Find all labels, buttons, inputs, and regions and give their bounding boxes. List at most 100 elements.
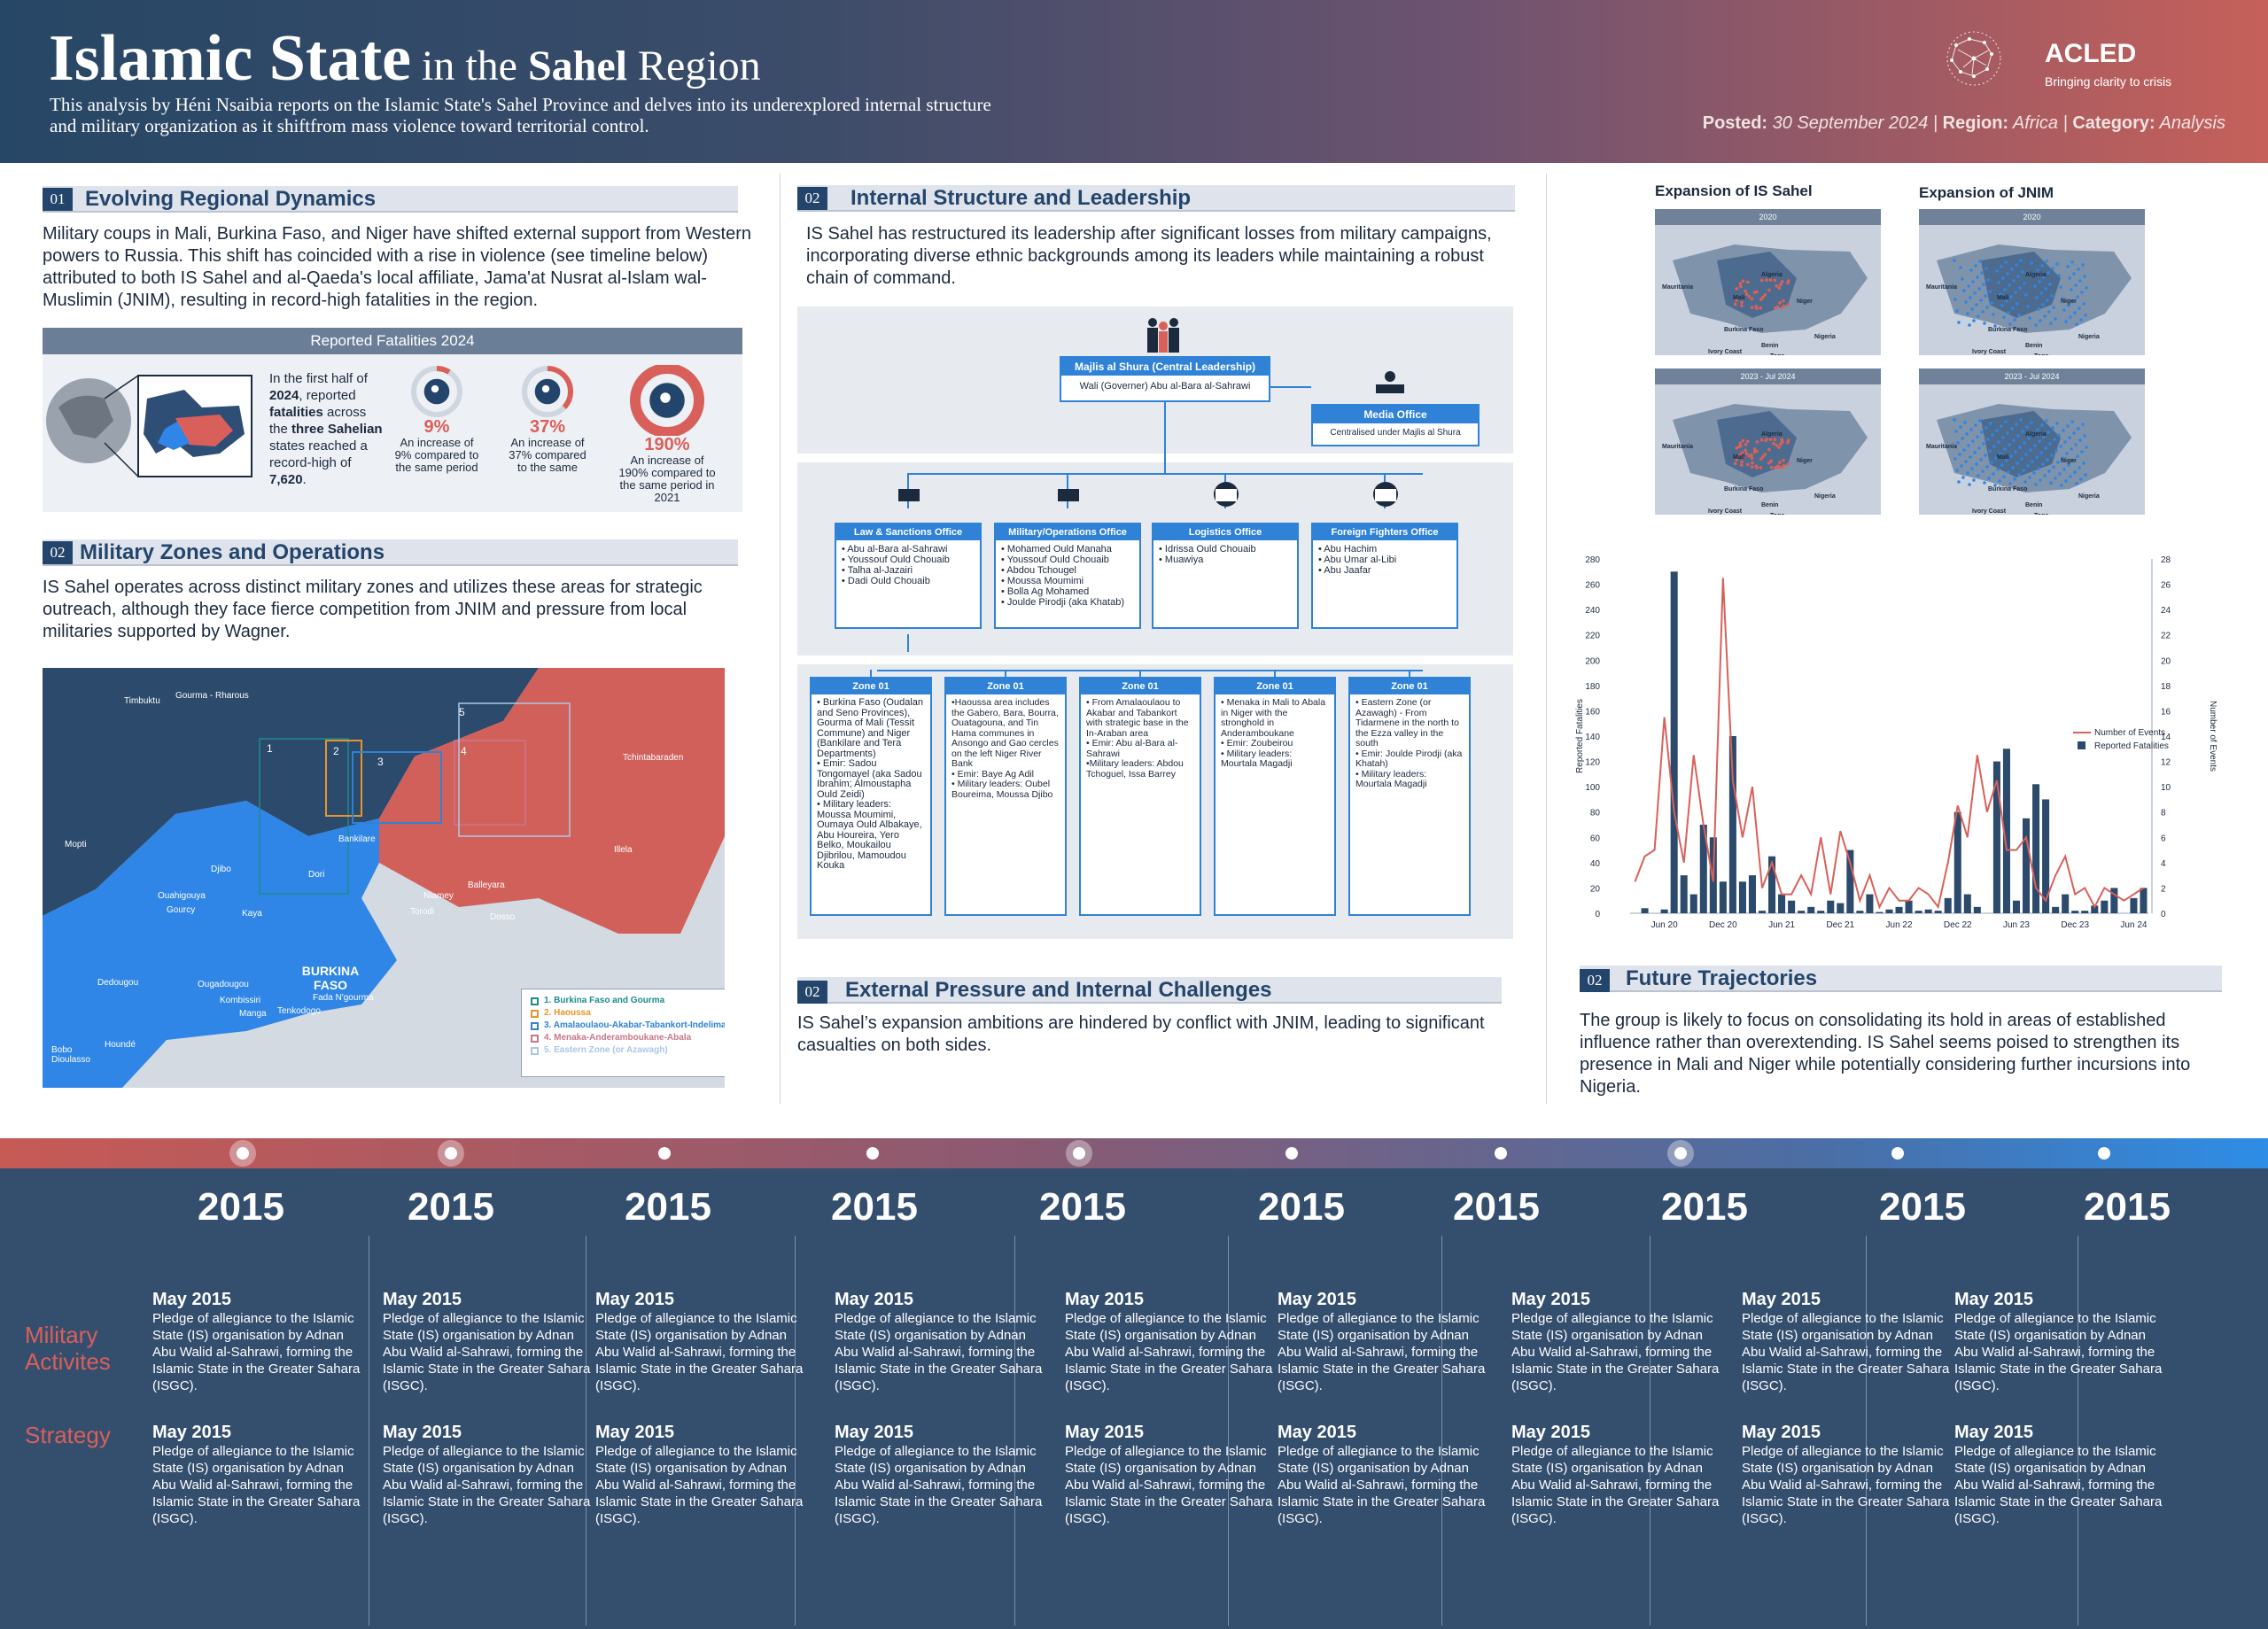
- y-axis-label: Reported Fatalities: [1575, 699, 1585, 773]
- event-text: Pledge of allegiance to the Islamic Stat…: [1278, 1311, 1486, 1393]
- timeline-year: 2015: [1258, 1185, 1345, 1229]
- timeline-dot: [1891, 1147, 1904, 1160]
- title-main: Islamic State: [49, 22, 411, 95]
- fatality-stat: 190% An increase of 190% compared to the …: [618, 363, 716, 504]
- fatality-bar: [1992, 761, 2000, 913]
- fatality-bar: [2002, 749, 2010, 913]
- stat-ring-icon: [411, 366, 462, 417]
- legend-label: 5. Eastern Zone (or Azawagh): [544, 1045, 668, 1055]
- event-text: Pledge of allegiance to the Islamic Stat…: [1065, 1444, 1273, 1526]
- map-country-label: Mauritania: [1662, 444, 1693, 450]
- zone-details: • Burkina Faso (Oudalan and Seno Provinc…: [817, 697, 924, 871]
- place-label: Timbuktu: [124, 696, 160, 706]
- section-body-regional-dynamics: Military coups in Mali, Burkina Faso, an…: [43, 224, 751, 310]
- military-zones-map: 1 2 3 4 5 Timbuktu Gourma - Rharous Mopti D…: [43, 668, 725, 1088]
- fatality-stat: 9% An increase of 9% compared to the same…: [392, 365, 481, 474]
- stat-percent: 37%: [529, 417, 566, 437]
- x-tick-label: Jun 21: [1768, 920, 1795, 930]
- office-title: Law & Sanctions Office: [836, 524, 980, 540]
- stat-text: An increase of 37% compared to the same: [509, 436, 586, 474]
- map-year: 2023 - Jul 2024: [1919, 368, 2145, 384]
- is-expansion-map: 2023 - Jul 2024 Mauritania Algeria Mali Nige…: [1655, 368, 1881, 515]
- timeline-event-strategy: May 2015 Pledge of allegiance to the Isla…: [1742, 1422, 1954, 1527]
- legend-swatch: [531, 997, 539, 1005]
- zone-title: Zone 01: [812, 679, 930, 694]
- zone-box-number: 5: [459, 706, 465, 718]
- event-text: Pledge of allegiance to the Islamic Stat…: [1742, 1444, 1950, 1526]
- row-label-military: Military Activites: [25, 1322, 111, 1375]
- zones-legend: 1. Burkina Faso and Gourma 2. Haoussa 3. A…: [521, 989, 725, 1077]
- section-header-internal-structure: 02 Internal Structure and Leadership: [797, 185, 1515, 212]
- map-country-label: Mali: [1733, 295, 1745, 301]
- timeline-dot: [1285, 1147, 1298, 1160]
- event-text: Pledge of allegiance to the Islamic Stat…: [1954, 1311, 2163, 1393]
- timeline-event-strategy: May 2015 Pledge of allegiance to the Isla…: [1511, 1422, 1724, 1527]
- event-month: May 2015: [1511, 1290, 1590, 1309]
- fatality-bar: [2110, 888, 2118, 913]
- timeline-year: 2015: [198, 1185, 284, 1229]
- stat-percent: 9%: [423, 417, 450, 437]
- place-label: Mopti: [65, 840, 87, 849]
- fatalities-events-chart: 0204060801001201401601802002202402602800…: [1568, 545, 2219, 939]
- timeline-event-strategy: May 2015 Pledge of allegiance to the Isla…: [1065, 1422, 1278, 1527]
- stat-percent: 190%: [644, 435, 690, 454]
- event-text: Pledge of allegiance to the Islamic Stat…: [1278, 1444, 1486, 1526]
- place-label: Gourcy: [167, 905, 196, 915]
- map-shape: Mauritania Algeria Mali Niger Burkina Faso Be…: [1662, 404, 1868, 515]
- truck-icon: [1214, 482, 1239, 507]
- zone-title: Zone 01: [1350, 679, 1469, 694]
- fatality-bar: [1973, 906, 1981, 913]
- zone-box-5: [458, 702, 571, 837]
- map-year: 2020: [1919, 209, 2145, 225]
- timeline-dot: [1495, 1147, 1507, 1160]
- timeline-divider: [1650, 1236, 1651, 1625]
- timeline-year: 2015: [625, 1185, 711, 1229]
- timeline: Military Activites Strategy 2015 May 2015…: [0, 1138, 2268, 1629]
- event-text: Pledge of allegiance to the Islamic Stat…: [595, 1311, 804, 1393]
- lead-total: 7,620: [269, 472, 303, 487]
- fatality-bar: [2062, 894, 2070, 913]
- timeline-dot: [1667, 1140, 1694, 1167]
- fatality-bar: [1817, 911, 1825, 913]
- fatality-bar: [1944, 897, 1952, 913]
- jnim-expansion-map: 2020 Mauritania Algeria Mali Niger Burkina Fa…: [1919, 209, 2145, 355]
- legend-swatch: [531, 1046, 539, 1055]
- is-expansion-map: 2020 Mauritania Algeria Mali Niger Burkina Fa…: [1655, 209, 1881, 355]
- map-country-label: Mali: [1997, 454, 2009, 461]
- timeline-dot: [229, 1140, 256, 1167]
- map-shape: Mauritania Algeria Mali Niger Burkina Faso Be…: [1926, 244, 2132, 355]
- y2-tick-label: 10: [2161, 783, 2171, 793]
- timeline-dot: [438, 1140, 464, 1167]
- place-label: Houndé: [105, 1040, 136, 1050]
- timeline-year: 2015: [1039, 1185, 1126, 1229]
- lead-states: three Sahelian: [291, 422, 383, 437]
- timeline-divider: [795, 1236, 796, 1625]
- timeline-event-military: May 2015 Pledge of allegiance to the Isla…: [383, 1289, 595, 1394]
- place-label: Tchintabaraden: [623, 753, 684, 763]
- x-tick-label: Jun 24: [2120, 920, 2147, 930]
- section-number: 02: [797, 187, 827, 210]
- event-month: May 2015: [152, 1290, 231, 1309]
- x-tick-label: Dec 22: [1944, 920, 1972, 930]
- map-country-label: Benin: [2025, 502, 2042, 508]
- place-label: Bankilare: [338, 834, 376, 844]
- zone-title: Zone 01: [946, 679, 1065, 694]
- event-text: Pledge of allegiance to the Islamic Stat…: [152, 1444, 361, 1526]
- fatality-bar: [2052, 906, 2060, 913]
- y2-axis-label: Number of Events: [2208, 701, 2218, 772]
- office-title: Logistics Office: [1153, 524, 1297, 540]
- fatality-bar: [1953, 811, 1961, 913]
- event-month: May 2015: [383, 1423, 462, 1442]
- section-title: Internal Structure and Leadership: [850, 186, 1192, 210]
- fatality-bar: [2130, 897, 2138, 913]
- y2-tick-label: 24: [2161, 606, 2171, 616]
- fatality-bar: [1934, 911, 1942, 913]
- map-country-label: Algeria: [2025, 272, 2047, 278]
- fatality-bar: [2081, 911, 2089, 913]
- fatality-bar: [1689, 894, 1697, 913]
- timeline-dot: [1066, 1140, 1092, 1167]
- event-text: Pledge of allegiance to the Islamic Stat…: [1511, 1444, 1720, 1526]
- map-country-label: Niger: [2061, 458, 2077, 464]
- media-title: Media Office: [1313, 406, 1478, 423]
- fatality-bar: [1866, 894, 1874, 913]
